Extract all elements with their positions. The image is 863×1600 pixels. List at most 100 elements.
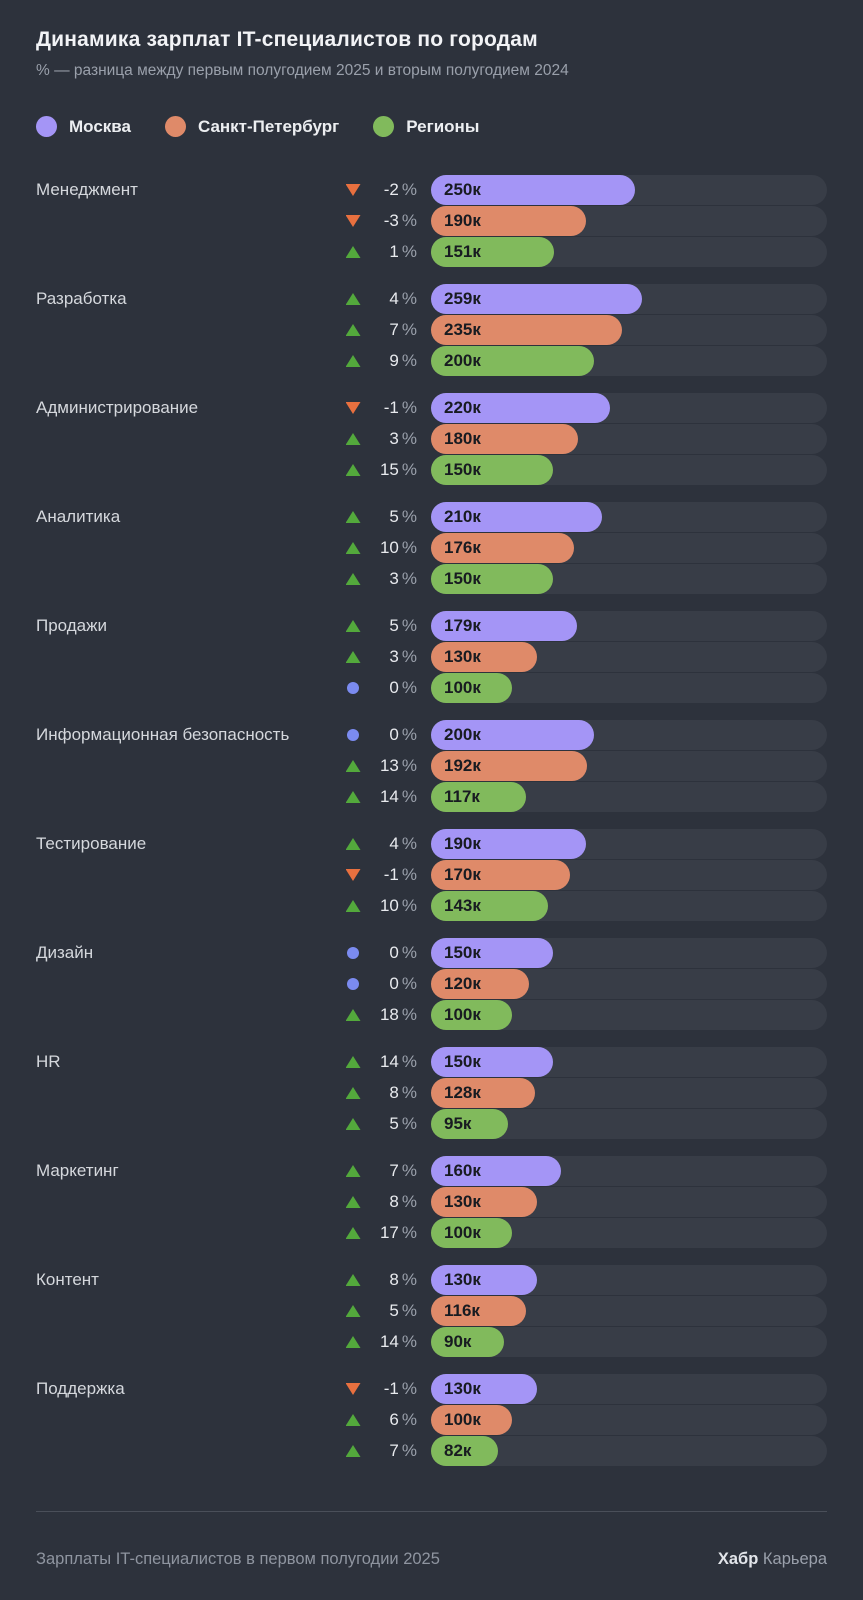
salary-value-label: 128к (444, 1083, 481, 1102)
salary-value-label: 250к (444, 180, 481, 199)
bar-row: 8% 130к (345, 1187, 827, 1217)
bar-row: 10% 143к (345, 891, 827, 921)
salary-value-label: 179к (444, 616, 481, 635)
category-bars: 0% 200к 13% 192к 14% 117к (345, 720, 827, 813)
bar-regions: 200к (431, 346, 594, 376)
trend-up-icon (345, 1305, 361, 1317)
percent-change: -1% (361, 865, 417, 885)
bar-regions: 117к (431, 782, 527, 812)
salary-value-label: 150к (444, 460, 481, 479)
percent-value: 5 (389, 616, 399, 635)
percent-sign: % (401, 460, 417, 479)
category-bars: 0% 150к 0% 120к 18% 100к (345, 938, 827, 1031)
trend-down-icon (345, 215, 361, 227)
percent-change: 15% (361, 460, 417, 480)
trend-marker-shape (345, 1383, 361, 1395)
bar-spb: 170к (431, 860, 570, 890)
percent-change: 3% (361, 647, 417, 667)
percent-value: 8 (389, 1192, 399, 1211)
category-bars: 5% 210к 10% 176к 3% 150к (345, 502, 827, 595)
bar-row: 5% 179к (345, 611, 827, 641)
category-label: Разработка (36, 289, 127, 308)
bar-track: 210к (431, 502, 827, 532)
category-group: Поддержка -1% 130к 6% 100к 7% 82к (36, 1374, 827, 1467)
brand-logo: Хабр Карьера (718, 1550, 827, 1569)
percent-change: 0% (361, 974, 417, 994)
category-bars: 5% 179к 3% 130к 0% 100к (345, 611, 827, 704)
percent-sign: % (401, 1410, 417, 1429)
category-label: Менеджмент (36, 180, 138, 199)
trend-up-icon (345, 1087, 361, 1099)
trend-up-icon (345, 542, 361, 554)
percent-sign: % (401, 180, 417, 199)
bar-moscow: 200к (431, 720, 594, 750)
salary-value-label: 180к (444, 429, 481, 448)
trend-up-icon (345, 511, 361, 523)
category-label: Аналитика (36, 507, 121, 526)
category-group: Дизайн 0% 150к 0% 120к 18% 100к (36, 938, 827, 1031)
percent-value: -2 (383, 180, 399, 199)
bar-moscow: 130к (431, 1374, 537, 1404)
trend-flat-icon (345, 729, 361, 741)
bar-moscow: 179к (431, 611, 577, 641)
bar-regions: 150к (431, 455, 554, 485)
bar-row: 7% 160к (345, 1156, 827, 1186)
category-bars: -2% 250к -3% 190к 1% 151к (345, 175, 827, 268)
bar-regions: 82к (431, 1436, 498, 1466)
trend-marker-shape (345, 760, 361, 772)
trend-up-icon (345, 464, 361, 476)
salary-value-label: 200к (444, 351, 481, 370)
percent-change: 18% (361, 1005, 417, 1025)
legend-dot-regions-icon (373, 116, 395, 137)
percent-sign: % (401, 1005, 417, 1024)
percent-change: -1% (361, 398, 417, 418)
percent-sign: % (401, 538, 417, 557)
salary-value-label: 200к (444, 725, 481, 744)
percent-change: 0% (361, 725, 417, 745)
percent-value: 14 (379, 1052, 399, 1071)
percent-sign: % (401, 756, 417, 775)
percent-value: 5 (389, 1301, 399, 1320)
bar-row: 8% 130к (345, 1265, 827, 1295)
salary-value-label: 130к (444, 1379, 481, 1398)
trend-marker-shape (345, 791, 361, 803)
bar-moscow: 259к (431, 284, 643, 314)
percent-value: 7 (389, 320, 399, 339)
bar-moscow: 250к (431, 175, 635, 205)
trend-up-icon (345, 838, 361, 850)
category-bars: 4% 259к 7% 235к 9% 200к (345, 284, 827, 377)
percent-value: 0 (389, 678, 399, 697)
bar-row: 5% 95к (345, 1109, 827, 1139)
legend-item-spb: Санкт-Петербург (164, 116, 339, 137)
percent-value: 0 (389, 943, 399, 962)
percent-sign: % (401, 351, 417, 370)
category-group: Продажи 5% 179к 3% 130к 0% 100к (36, 611, 827, 704)
trend-marker-shape (345, 464, 361, 476)
trend-marker-shape (347, 729, 359, 741)
percent-sign: % (401, 896, 417, 915)
percent-sign: % (401, 1114, 417, 1133)
trend-up-icon (345, 760, 361, 772)
trend-flat-icon (345, 947, 361, 959)
salary-value-label: 190к (444, 211, 481, 230)
percent-value: 7 (389, 1441, 399, 1460)
legend-item-regions: Регионы (373, 116, 479, 137)
percent-change: 0% (361, 678, 417, 698)
percent-value: 3 (389, 569, 399, 588)
percent-change: 7% (361, 320, 417, 340)
trend-up-icon (345, 1445, 361, 1457)
percent-sign: % (401, 211, 417, 230)
percent-sign: % (401, 1083, 417, 1102)
category-bars: -1% 220к 3% 180к 15% 150к (345, 393, 827, 486)
percent-value: 14 (379, 787, 399, 806)
bar-track: 151к (431, 237, 827, 267)
category-bars: 14% 150к 8% 128к 5% 95к (345, 1047, 827, 1140)
percent-sign: % (401, 429, 417, 448)
percent-change: 4% (361, 834, 417, 854)
percent-sign: % (401, 1270, 417, 1289)
salary-dynamics-infographic: Динамика зарплат IT-специалистов по горо… (36, 28, 827, 1467)
trend-flat-icon (345, 978, 361, 990)
salary-value-label: 117к (444, 787, 480, 806)
bar-track: 179к (431, 611, 827, 641)
percent-sign: % (401, 725, 417, 744)
